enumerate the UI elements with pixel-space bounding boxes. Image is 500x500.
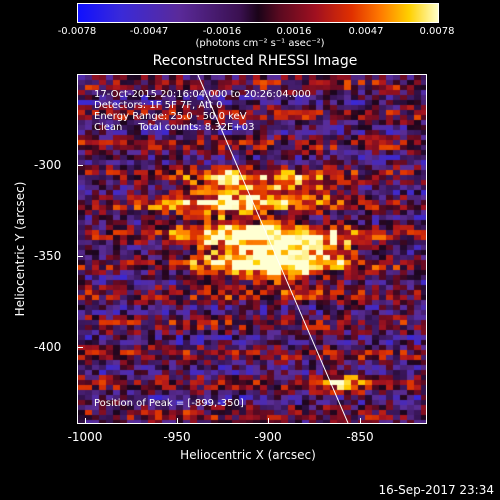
y-tick-label: -300 <box>34 158 62 172</box>
x-tick-mark <box>85 418 86 424</box>
peak-position: Position of Peak = [-899,-350] <box>94 398 244 409</box>
colorbar-tick: 0.0016 <box>276 26 312 37</box>
x-tick-label: -900 <box>254 430 282 444</box>
x-tick-label: -1000 <box>67 430 103 444</box>
x-tick-label: -950 <box>163 430 191 444</box>
colorbar-tick: -0.0016 <box>202 26 242 37</box>
colorbar-unit: (photons cm⁻² s⁻¹ asec⁻²) <box>195 38 325 49</box>
colorbar-tick: 0.0047 <box>348 26 384 37</box>
plot-title: Reconstructed RHESSI Image <box>152 53 358 69</box>
x-tick-mark <box>177 418 178 424</box>
y-tick-mark <box>77 165 83 166</box>
x-axis-label: Heliocentric X (arcsec) <box>180 448 316 462</box>
colorbar-tick: 0.0078 <box>419 26 455 37</box>
heatmap-image <box>78 75 426 423</box>
colorbar <box>77 3 439 23</box>
info-clean-counts: Clean Total counts: 8.32E+03 <box>94 122 255 133</box>
colorbar-tick: -0.0078 <box>57 26 97 37</box>
info-energy-range: Energy Range: 25.0 - 50.0 keV <box>94 111 247 122</box>
x-tick-label: -850 <box>346 430 374 444</box>
colorbar-tick: -0.0047 <box>129 26 169 37</box>
y-tick-label: -350 <box>34 249 62 263</box>
image-plot: 17-Oct-2015 20:16:04.000 to 20:26:04.000… <box>77 74 427 424</box>
x-tick-mark <box>268 418 269 424</box>
info-detectors: Detectors: 1F 5F 7F, Att 0 <box>94 100 223 111</box>
y-tick-label: -400 <box>34 340 62 354</box>
solar-limb-line <box>197 75 349 423</box>
y-tick-mark <box>77 256 83 257</box>
footer-date: 16-Sep-2017 23:34 <box>378 483 494 497</box>
y-axis-label: Heliocentric Y (arcsec) <box>13 181 27 317</box>
info-time-range: 17-Oct-2015 20:16:04.000 to 20:26:04.000 <box>94 89 311 100</box>
x-tick-mark <box>360 418 361 424</box>
y-tick-mark <box>77 347 83 348</box>
